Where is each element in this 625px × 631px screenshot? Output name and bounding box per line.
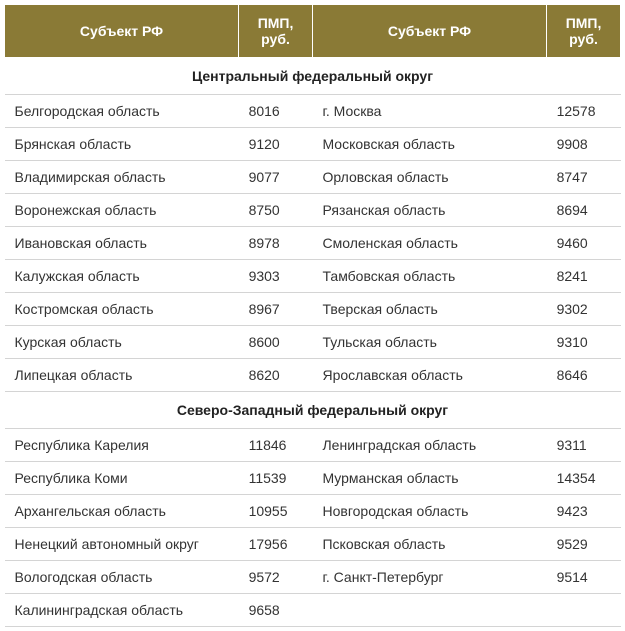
value-right: 9310 xyxy=(547,326,621,359)
region-right: Рязанская область xyxy=(312,194,546,227)
value-left: 9303 xyxy=(239,260,313,293)
region-right: Псковская область xyxy=(312,528,546,561)
value-right: 8241 xyxy=(547,260,621,293)
value-left: 11846 xyxy=(239,429,313,462)
value-left: 8016 xyxy=(239,95,313,128)
value-left: 8750 xyxy=(239,194,313,227)
table-body: Центральный федеральный округБелгородска… xyxy=(5,58,621,627)
region-right xyxy=(312,594,546,627)
region-right: г. Москва xyxy=(312,95,546,128)
section-title: Северо-Западный федеральный округ xyxy=(5,392,621,429)
region-left: Воронежская область xyxy=(5,194,239,227)
header-region-right: Субъект РФ xyxy=(312,5,546,58)
region-left: Липецкая область xyxy=(5,359,239,392)
value-right: 9302 xyxy=(547,293,621,326)
region-right: г. Санкт-Петербург xyxy=(312,561,546,594)
region-right: Мурманская область xyxy=(312,462,546,495)
value-right: 9529 xyxy=(547,528,621,561)
value-right: 9311 xyxy=(547,429,621,462)
value-left: 10955 xyxy=(239,495,313,528)
region-left: Ненецкий автономный округ xyxy=(5,528,239,561)
region-right: Тамбовская область xyxy=(312,260,546,293)
value-left: 8620 xyxy=(239,359,313,392)
table-row: Белгородская область8016г. Москва12578 xyxy=(5,95,621,128)
table-row: Владимирская область9077Орловская област… xyxy=(5,161,621,194)
region-left: Ивановская область xyxy=(5,227,239,260)
value-right: 9514 xyxy=(547,561,621,594)
value-left: 17956 xyxy=(239,528,313,561)
regions-table: Субъект РФ ПМП, руб. Субъект РФ ПМП, руб… xyxy=(4,4,621,627)
value-left: 9572 xyxy=(239,561,313,594)
value-right: 9423 xyxy=(547,495,621,528)
value-right: 8747 xyxy=(547,161,621,194)
region-left: Вологодская область xyxy=(5,561,239,594)
value-right: 8694 xyxy=(547,194,621,227)
value-right: 9908 xyxy=(547,128,621,161)
region-right: Орловская область xyxy=(312,161,546,194)
value-left: 8600 xyxy=(239,326,313,359)
table-row: Ненецкий автономный округ17956Псковская … xyxy=(5,528,621,561)
region-left: Архангельская область xyxy=(5,495,239,528)
table-row: Курская область8600Тульская область9310 xyxy=(5,326,621,359)
header-value-right: ПМП, руб. xyxy=(547,5,621,58)
value-right: 12578 xyxy=(547,95,621,128)
table-row: Архангельская область10955Новгородская о… xyxy=(5,495,621,528)
header-value-left: ПМП, руб. xyxy=(239,5,313,58)
region-right: Ленинградская область xyxy=(312,429,546,462)
region-right: Смоленская область xyxy=(312,227,546,260)
value-right xyxy=(547,594,621,627)
table-row: Костромская область8967Тверская область9… xyxy=(5,293,621,326)
value-right: 8646 xyxy=(547,359,621,392)
table-row: Липецкая область8620Ярославская область8… xyxy=(5,359,621,392)
region-right: Тульская область xyxy=(312,326,546,359)
table-row: Республика Карелия11846Ленинградская обл… xyxy=(5,429,621,462)
value-right: 14354 xyxy=(547,462,621,495)
region-left: Костромская область xyxy=(5,293,239,326)
table-row: Ивановская область8978Смоленская область… xyxy=(5,227,621,260)
region-left: Калининградская область xyxy=(5,594,239,627)
region-left: Калужская область xyxy=(5,260,239,293)
table-row: Калужская область9303Тамбовская область8… xyxy=(5,260,621,293)
table-header: Субъект РФ ПМП, руб. Субъект РФ ПМП, руб… xyxy=(5,5,621,58)
table-row: Воронежская область8750Рязанская область… xyxy=(5,194,621,227)
table-row: Вологодская область9572г. Санкт-Петербур… xyxy=(5,561,621,594)
region-left: Владимирская область xyxy=(5,161,239,194)
value-left: 9658 xyxy=(239,594,313,627)
section-title-row: Северо-Западный федеральный округ xyxy=(5,392,621,429)
region-right: Ярославская область xyxy=(312,359,546,392)
region-left: Курская область xyxy=(5,326,239,359)
section-title-row: Центральный федеральный округ xyxy=(5,58,621,95)
region-left: Республика Коми xyxy=(5,462,239,495)
table-row: Республика Коми11539Мурманская область14… xyxy=(5,462,621,495)
table-row: Брянская область9120Московская область99… xyxy=(5,128,621,161)
region-left: Белгородская область xyxy=(5,95,239,128)
value-right: 9460 xyxy=(547,227,621,260)
header-region-left: Субъект РФ xyxy=(5,5,239,58)
value-left: 9077 xyxy=(239,161,313,194)
value-left: 8978 xyxy=(239,227,313,260)
table-row: Калининградская область9658 xyxy=(5,594,621,627)
region-left: Брянская область xyxy=(5,128,239,161)
region-right: Московская область xyxy=(312,128,546,161)
value-left: 9120 xyxy=(239,128,313,161)
value-left: 11539 xyxy=(239,462,313,495)
value-left: 8967 xyxy=(239,293,313,326)
region-right: Тверская область xyxy=(312,293,546,326)
section-title: Центральный федеральный округ xyxy=(5,58,621,95)
region-left: Республика Карелия xyxy=(5,429,239,462)
region-right: Новгородская область xyxy=(312,495,546,528)
